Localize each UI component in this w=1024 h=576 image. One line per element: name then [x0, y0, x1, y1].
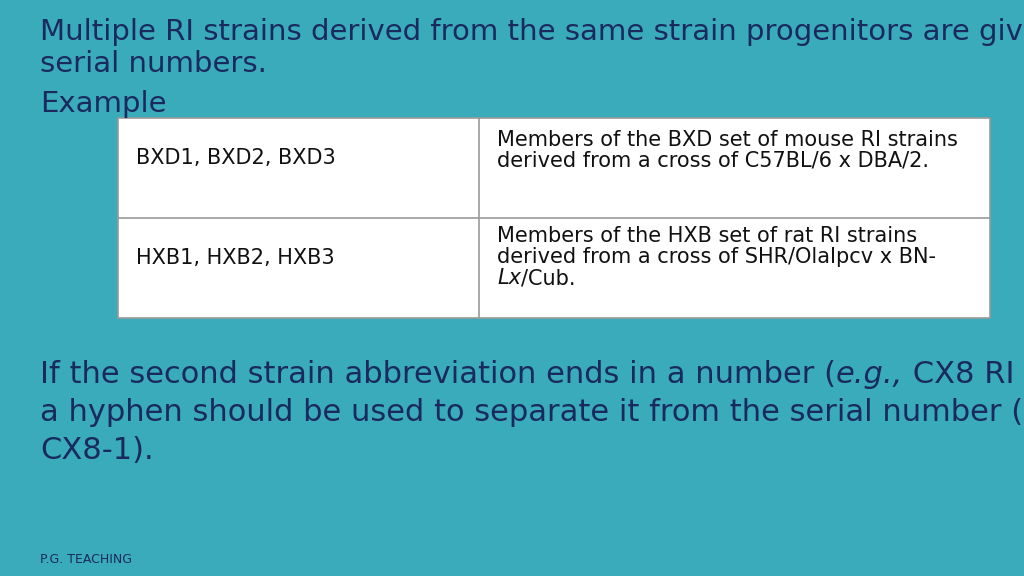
Text: e.g.,: e.g., — [836, 360, 903, 389]
Text: HXB1, HXB2, HXB3: HXB1, HXB2, HXB3 — [136, 248, 335, 268]
Text: a hyphen should be used to separate it from the serial number (: a hyphen should be used to separate it f… — [40, 398, 1023, 427]
Text: serial numbers.: serial numbers. — [40, 50, 267, 78]
Text: Multiple RI strains derived from the same strain progenitors are given: Multiple RI strains derived from the sam… — [40, 18, 1024, 46]
Text: Members of the BXD set of mouse RI strains: Members of the BXD set of mouse RI strai… — [497, 130, 957, 150]
Text: P.G. TEACHING: P.G. TEACHING — [40, 553, 132, 566]
Text: Lx: Lx — [497, 268, 521, 288]
Text: CX8-1).: CX8-1). — [40, 436, 154, 465]
Text: BXD1, BXD2, BXD3: BXD1, BXD2, BXD3 — [136, 148, 336, 168]
Bar — [118, 118, 990, 318]
Text: CX8 RI strains),: CX8 RI strains), — [903, 360, 1024, 389]
Text: Example: Example — [40, 90, 167, 118]
Text: If the second strain abbreviation ends in a number (: If the second strain abbreviation ends i… — [40, 360, 836, 389]
Text: Members of the HXB set of rat RI strains: Members of the HXB set of rat RI strains — [497, 226, 918, 246]
Text: /Cub.: /Cub. — [521, 268, 575, 288]
Text: derived from a cross of C57BL/6 x DBA/2.: derived from a cross of C57BL/6 x DBA/2. — [497, 151, 929, 171]
Text: derived from a cross of SHR/OlaIpcv x BN-: derived from a cross of SHR/OlaIpcv x BN… — [497, 247, 936, 267]
